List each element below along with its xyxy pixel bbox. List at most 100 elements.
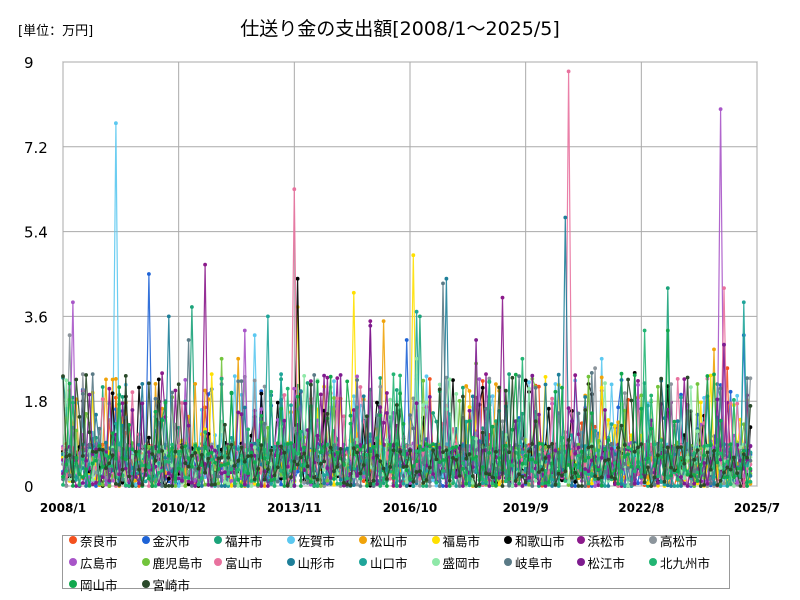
data-point xyxy=(424,442,429,447)
data-point xyxy=(299,484,303,488)
data-point xyxy=(252,378,257,383)
data-point xyxy=(553,448,558,453)
data-point xyxy=(404,338,409,342)
data-point xyxy=(596,467,601,472)
data-point xyxy=(371,481,376,486)
data-point xyxy=(579,484,584,488)
data-point xyxy=(355,437,359,442)
data-point xyxy=(570,455,574,460)
data-point xyxy=(424,400,429,405)
data-point xyxy=(560,435,564,440)
data-point xyxy=(543,382,548,387)
data-point xyxy=(193,382,198,386)
data-point xyxy=(223,453,227,458)
data-point xyxy=(596,448,601,453)
data-point xyxy=(589,371,594,375)
data-point xyxy=(289,441,293,445)
data-point xyxy=(378,376,383,380)
data-point xyxy=(87,448,92,453)
data-point xyxy=(219,484,224,488)
data-point xyxy=(639,406,644,411)
data-point xyxy=(365,414,369,419)
data-point xyxy=(745,455,749,460)
data-point xyxy=(467,477,472,482)
data-point xyxy=(338,465,343,469)
data-point xyxy=(348,483,353,488)
data-point xyxy=(593,366,597,371)
data-point xyxy=(137,481,141,486)
data-point xyxy=(537,412,541,417)
data-point xyxy=(454,442,459,447)
legend-marker-icon xyxy=(141,558,150,566)
data-point xyxy=(256,438,260,443)
legend-label: 松山市 xyxy=(370,533,408,549)
data-point xyxy=(133,449,138,454)
data-point xyxy=(256,482,260,487)
data-point xyxy=(665,407,670,412)
legend-marker-icon xyxy=(431,536,440,544)
data-point xyxy=(114,377,118,381)
data-point xyxy=(322,459,326,464)
data-point xyxy=(90,449,95,454)
data-point xyxy=(470,435,475,440)
axis-layer: 0 1.8 3.6 5.4 7.2 9 2008/1 2010/12 2013/11 2016/1… xyxy=(24,54,780,515)
data-point xyxy=(659,479,664,484)
data-point xyxy=(520,474,525,479)
data-point xyxy=(176,382,181,387)
data-point xyxy=(67,333,72,338)
data-point xyxy=(203,445,208,449)
data-point xyxy=(533,460,538,465)
data-point xyxy=(467,483,472,488)
data-point xyxy=(583,484,588,488)
data-point xyxy=(90,372,95,376)
data-point xyxy=(679,445,683,449)
data-point xyxy=(120,467,125,472)
data-point xyxy=(427,377,432,381)
data-point xyxy=(123,457,128,462)
data-point xyxy=(398,484,402,488)
legend-label: 佐賀市 xyxy=(297,533,336,549)
data-point xyxy=(229,436,234,440)
data-point xyxy=(193,484,198,488)
data-point xyxy=(94,447,98,452)
data-point xyxy=(163,449,168,454)
data-point xyxy=(447,478,452,483)
data-point xyxy=(566,479,571,484)
data-point xyxy=(193,467,198,471)
data-point xyxy=(302,374,307,378)
data-point xyxy=(480,465,485,469)
legend-item: 奈良市 xyxy=(69,529,142,551)
data-point xyxy=(520,462,525,466)
data-point xyxy=(454,392,459,396)
data-point xyxy=(351,474,356,479)
data-point xyxy=(679,456,683,460)
data-point xyxy=(474,484,478,488)
data-point xyxy=(391,483,396,488)
data-point xyxy=(170,446,175,450)
data-point xyxy=(355,374,359,379)
legend-item: 宮崎市 xyxy=(141,573,215,595)
data-point xyxy=(266,484,270,488)
data-point xyxy=(695,382,700,386)
data-point xyxy=(97,482,102,486)
data-point xyxy=(434,480,439,485)
data-point xyxy=(166,476,171,481)
data-point xyxy=(603,447,607,452)
data-point xyxy=(282,393,287,397)
data-point xyxy=(659,455,664,459)
data-point xyxy=(738,484,743,488)
data-point xyxy=(269,482,274,486)
x-tick-label: 2019/9 xyxy=(503,501,549,515)
data-point xyxy=(236,484,241,488)
data-point xyxy=(418,444,422,449)
data-point xyxy=(203,482,208,487)
data-point xyxy=(497,456,502,460)
data-point xyxy=(216,456,221,461)
data-point xyxy=(398,391,402,396)
data-point xyxy=(665,445,670,450)
data-point xyxy=(550,396,554,401)
data-point xyxy=(272,473,277,478)
data-point xyxy=(219,455,224,460)
data-point xyxy=(193,443,198,448)
data-point xyxy=(80,392,85,396)
